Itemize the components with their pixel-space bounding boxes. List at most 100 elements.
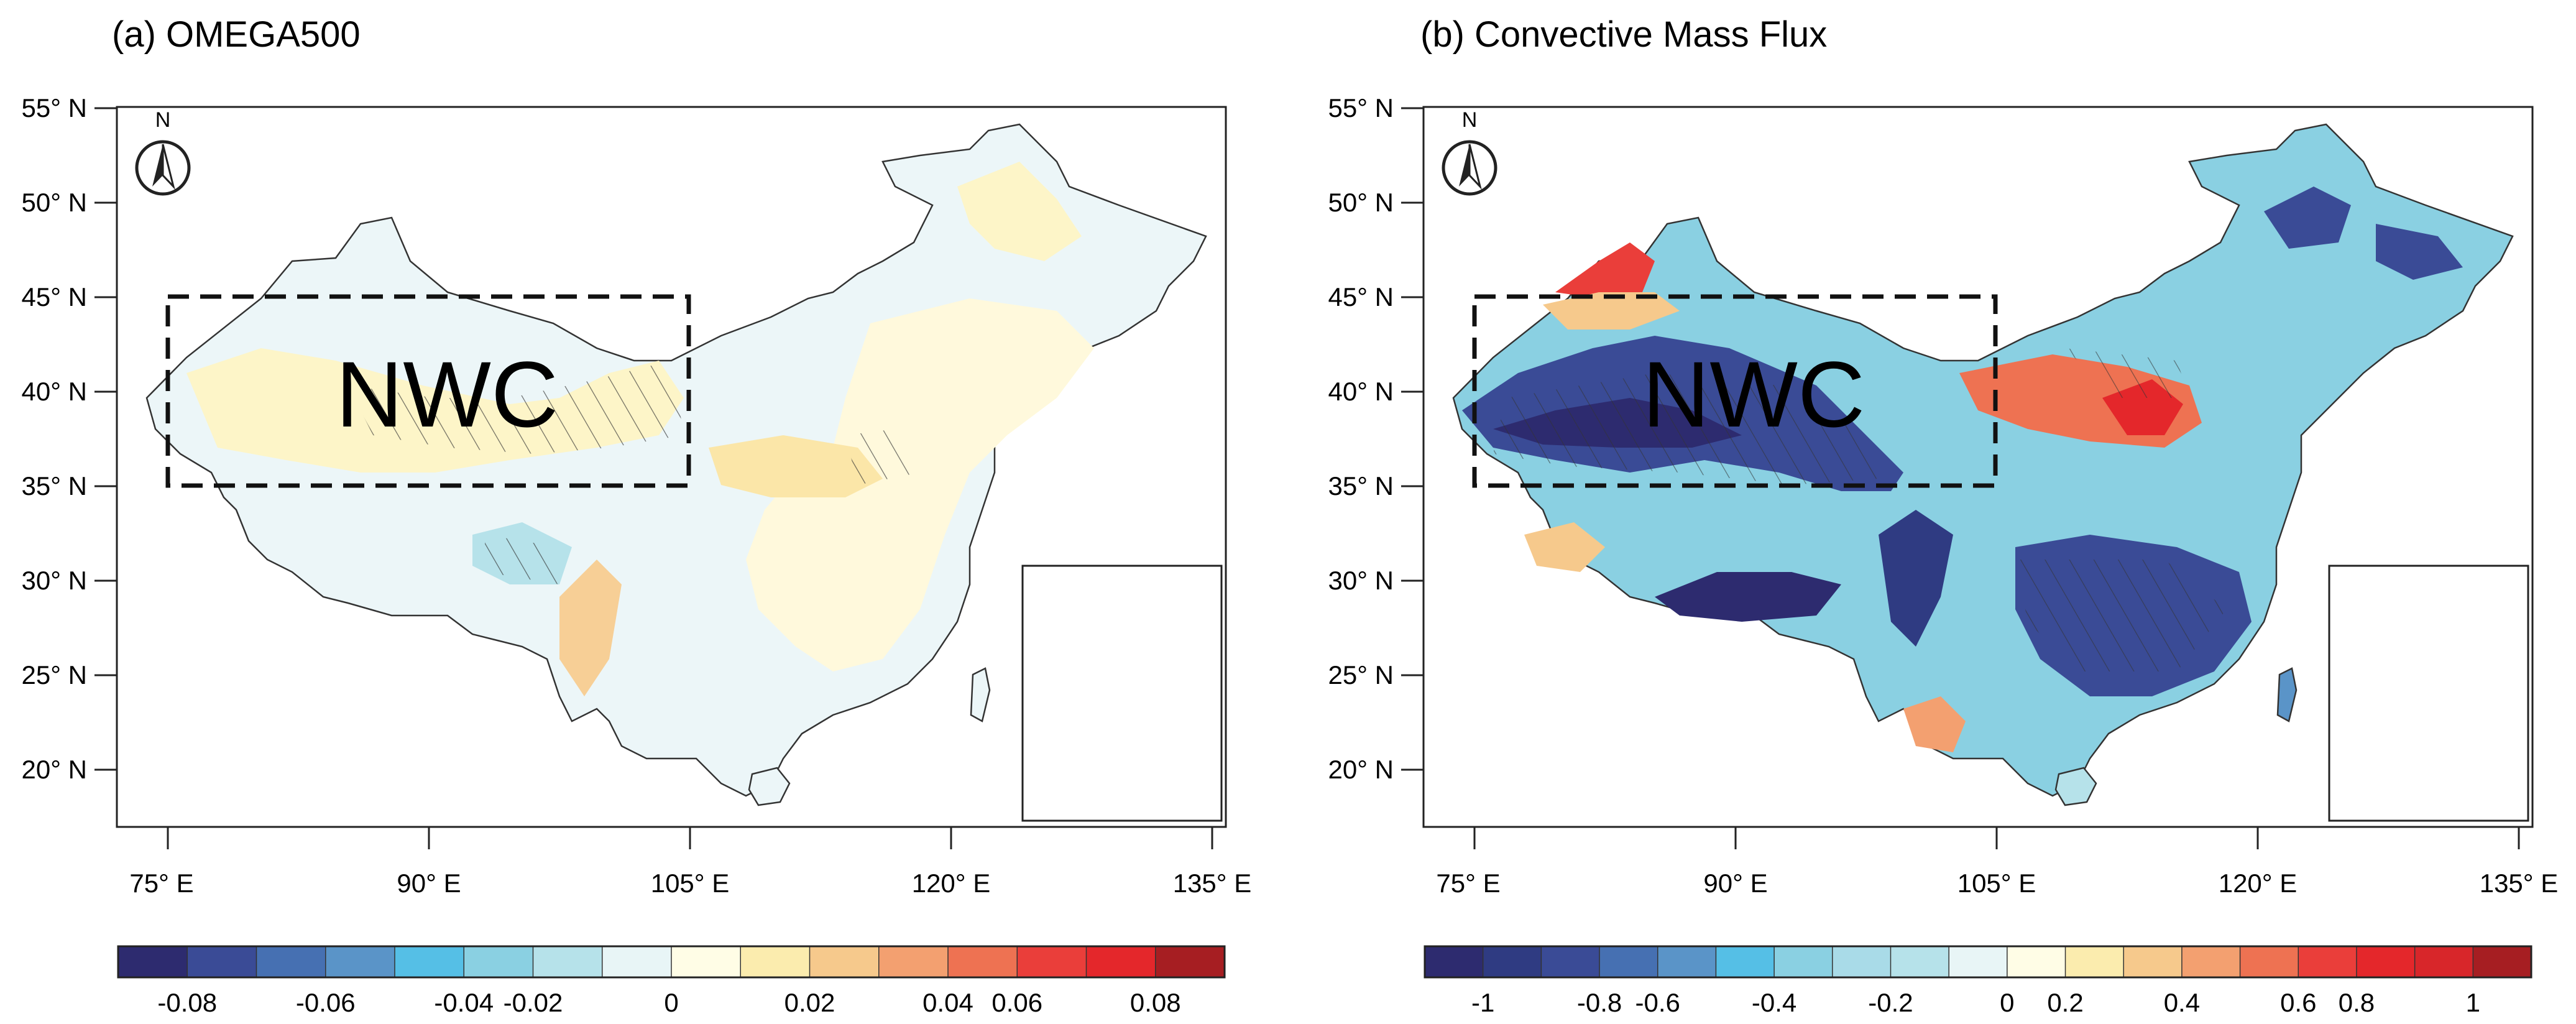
colorbar-swatch xyxy=(2472,946,2532,978)
panel-a-colorbar: -0.08 -0.06 -0.04 -0.02 0 0.02 0.04 0.06 0.08 xyxy=(117,945,1226,1017)
colorbar-swatch xyxy=(1657,946,1717,978)
panel-b-hainan-island xyxy=(2054,767,2097,806)
panel-a-lat-label: 35° N xyxy=(21,471,87,500)
panel-a-taiwan-island xyxy=(970,667,991,722)
colorbar-label: -0.08 xyxy=(157,988,217,1017)
panel-b-orange-yunnan xyxy=(1903,696,1966,752)
panel-a-warm-patch-east xyxy=(746,298,1094,671)
colorbar-swatch xyxy=(878,946,949,978)
colorbar-label: 0.06 xyxy=(991,988,1042,1017)
colorbar-swatch xyxy=(2007,946,2066,978)
panel-a-north-letter: N xyxy=(155,108,171,132)
colorbar-label: 0 xyxy=(664,988,678,1017)
colorbar-frame xyxy=(117,945,1226,979)
panel-a-china-landmass xyxy=(145,123,1207,797)
colorbar-label: 0.2 xyxy=(2047,988,2083,1017)
colorbar-label: 0.4 xyxy=(2164,988,2200,1017)
panel-a-nwc-label: NWC xyxy=(336,342,558,446)
colorbar-label: -0.2 xyxy=(1868,988,1913,1017)
panel-b-lon-label: 75° E xyxy=(1436,869,1500,898)
panel-b-lon-label: 90° E xyxy=(1703,869,1767,898)
panel-b-nwc-label: NWC xyxy=(1642,342,1865,446)
panel-a-lat-label: 40° N xyxy=(21,377,87,406)
colorbar-label: 0.02 xyxy=(784,988,835,1017)
colorbar-swatch xyxy=(186,946,257,978)
panel-a-lon-label: 90° E xyxy=(397,869,461,898)
colorbar-swatch xyxy=(947,946,1018,978)
panel-a-lat-label: 20° N xyxy=(21,755,87,784)
panel-a-lon-label: 75° E xyxy=(129,869,193,898)
colorbar-label: -0.06 xyxy=(296,988,356,1017)
colorbar-label: -0.8 xyxy=(1577,988,1622,1017)
panel-b-colorbar: -1 -0.8 -0.6 -0.4 -0.2 0 0.2 0.4 0.6 0.8 1 xyxy=(1424,945,2532,1017)
panel-b-convective-mass-flux: (b) Convective Mass Flux NWC xyxy=(1328,14,2558,1017)
colorbar-label: 0.6 xyxy=(2280,988,2316,1017)
panel-b-lat-label: 30° N xyxy=(1328,566,1394,595)
colorbar-swatch xyxy=(532,946,603,978)
colorbar-swatch xyxy=(2123,946,2183,978)
panel-b-lat-label: 40° N xyxy=(1328,377,1394,406)
colorbar-label: -0.04 xyxy=(434,988,494,1017)
panel-a-lat-axis: 55° N 50° N 45° N 40° N 35° N 30° N 25° … xyxy=(21,93,117,784)
panel-b-taiwan-island xyxy=(2276,667,2298,722)
panel-b-south-china-sea-inset xyxy=(2328,565,2529,822)
colorbar-swatch xyxy=(809,946,880,978)
colorbar-swatch xyxy=(1948,946,2008,978)
colorbar-label: -0.4 xyxy=(1752,988,1796,1017)
colorbar-label: 1 xyxy=(2466,988,2480,1017)
colorbar-swatch xyxy=(2181,946,2241,978)
panel-b-title: (b) Convective Mass Flux xyxy=(1420,14,1827,55)
panel-b-lon-axis: 75° E 90° E 105° E 120° E 135° E xyxy=(1436,827,2558,898)
panel-b-blue-tibet-south xyxy=(1655,572,1841,622)
colorbar-swatch xyxy=(1540,946,1601,978)
colorbar-label: -1 xyxy=(1471,988,1494,1017)
panel-a-omega500: (a) OMEGA500 NWC N 55° N xyxy=(21,14,1251,1017)
colorbar-swatch xyxy=(1424,946,1484,978)
panel-a-lat-label: 45° N xyxy=(21,282,87,311)
panel-a-lat-label: 30° N xyxy=(21,566,87,595)
panel-a-hainan-island xyxy=(748,767,791,806)
colorbar-swatch xyxy=(117,946,188,978)
panel-b-nwc-region-box xyxy=(1472,294,1998,488)
colorbar-swatch xyxy=(1085,946,1156,978)
colorbar-label: 0.8 xyxy=(2339,988,2375,1017)
panel-b-north-arrow-icon: N xyxy=(1442,108,1497,196)
panel-b-lat-axis: 55° N 50° N 45° N 40° N 35° N 30° N 25° … xyxy=(1328,93,1424,784)
colorbar-swatch xyxy=(1155,946,1226,978)
panel-b-lat-label: 45° N xyxy=(1328,282,1394,311)
panel-a-lon-label: 105° E xyxy=(651,869,730,898)
panel-a-lon-label: 120° E xyxy=(912,869,991,898)
colorbar-swatch xyxy=(2239,946,2299,978)
panel-a-warm-patch-northeast xyxy=(957,162,1082,261)
colorbar-swatch xyxy=(2356,946,2416,978)
panel-a-lon-label: 135° E xyxy=(1173,869,1252,898)
panel-a-north-arrow-icon: N xyxy=(135,108,191,196)
colorbar-swatch xyxy=(325,946,396,978)
panel-b-lat-label: 55° N xyxy=(1328,93,1394,122)
colorbar-label: 0.08 xyxy=(1130,988,1181,1017)
panel-b-north-letter: N xyxy=(1462,108,1478,132)
colorbar-label: -0.02 xyxy=(504,988,563,1017)
panel-a-lat-label: 50° N xyxy=(21,188,87,217)
panel-a-significance-hatching xyxy=(348,361,920,584)
panel-a-warm-patch-southwest xyxy=(559,560,622,696)
colorbar-swatch xyxy=(671,946,742,978)
colorbar-swatch xyxy=(1890,946,1950,978)
colorbar-swatch xyxy=(1599,946,1658,978)
panel-b-red-northwest xyxy=(1555,242,1655,298)
panel-a-lat-label: 55° N xyxy=(21,93,87,122)
colorbar-swatch xyxy=(1773,946,1834,978)
colorbar-swatch xyxy=(1482,946,1542,978)
colorbar-swatch xyxy=(1715,946,1775,978)
colorbar-label: 0 xyxy=(2000,988,2014,1017)
colorbar-swatch xyxy=(255,946,326,978)
colorbar-label: -0.6 xyxy=(1635,988,1680,1017)
colorbar-swatch xyxy=(1832,946,1892,978)
panel-b-lon-label: 105° E xyxy=(1957,869,2036,898)
panel-b-blue-northeast xyxy=(2264,187,2463,280)
colorbar-swatch xyxy=(2064,946,2125,978)
colorbar-swatch xyxy=(602,946,673,978)
panel-b-lat-label: 35° N xyxy=(1328,471,1394,500)
panel-b-lat-label: 50° N xyxy=(1328,188,1394,217)
panel-b-lat-label: 20° N xyxy=(1328,755,1394,784)
